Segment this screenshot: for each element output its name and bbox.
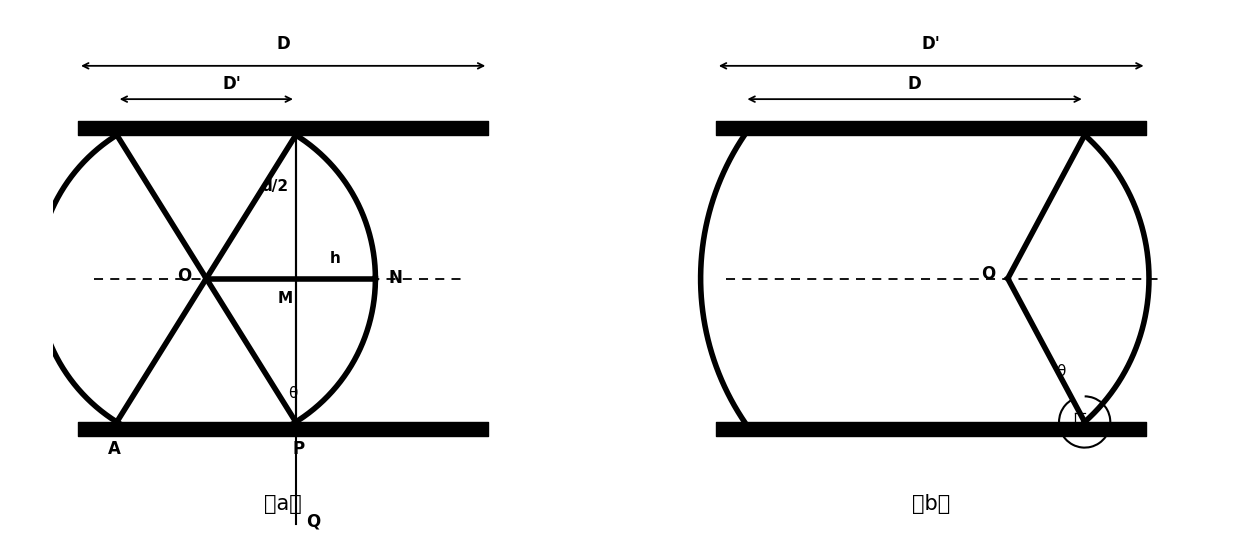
Text: O: O: [981, 265, 994, 284]
Text: D': D': [222, 75, 242, 93]
Text: h: h: [330, 251, 341, 266]
Text: （a）: （a）: [264, 494, 303, 514]
Text: D: D: [908, 75, 921, 93]
Text: O: O: [176, 267, 191, 285]
Text: （b）: （b）: [913, 494, 950, 514]
Text: Q: Q: [306, 513, 320, 531]
Text: D: D: [277, 35, 290, 53]
Text: N: N: [388, 270, 402, 287]
Text: d/2: d/2: [262, 179, 289, 194]
Text: D': D': [921, 35, 941, 53]
Text: P: P: [293, 440, 305, 458]
Text: θ: θ: [289, 387, 298, 401]
Text: θ: θ: [1056, 364, 1065, 379]
Text: A: A: [108, 440, 120, 458]
Text: M: M: [278, 291, 293, 306]
